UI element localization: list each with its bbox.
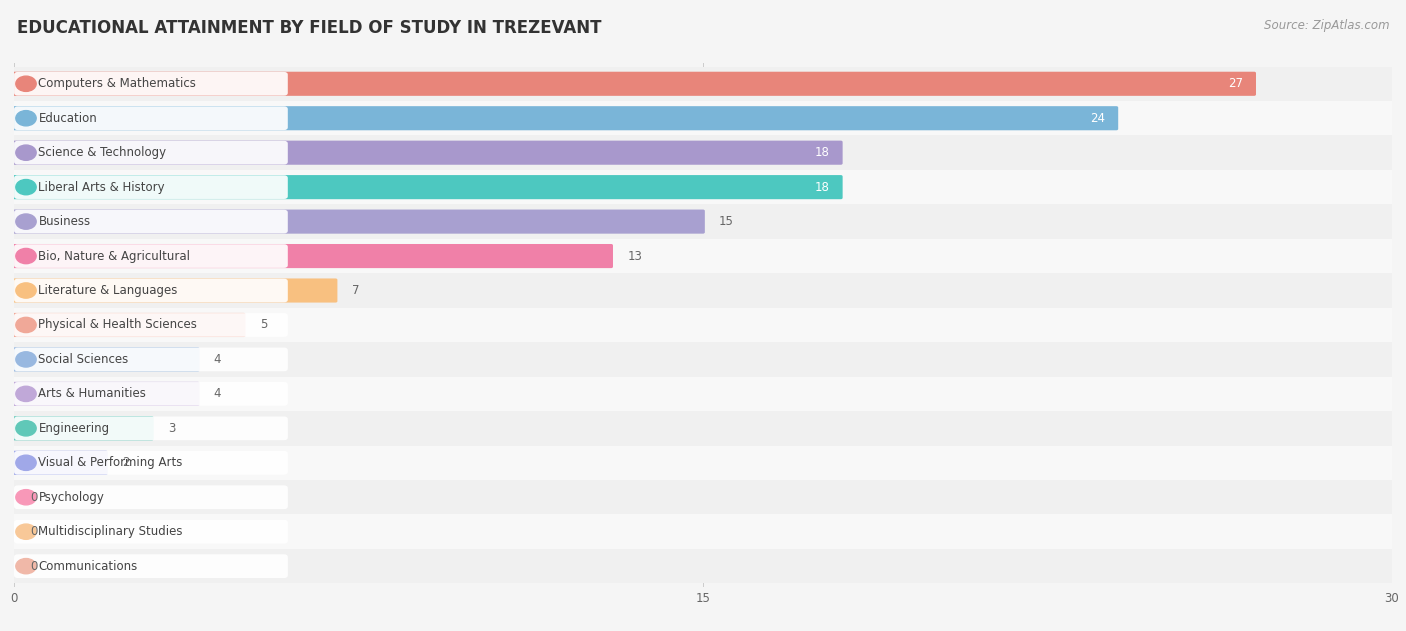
- Text: 0: 0: [30, 560, 38, 573]
- Text: Business: Business: [38, 215, 90, 228]
- FancyBboxPatch shape: [13, 72, 1256, 96]
- FancyBboxPatch shape: [13, 313, 246, 337]
- Text: 15: 15: [718, 215, 734, 228]
- FancyBboxPatch shape: [13, 451, 108, 475]
- Text: 24: 24: [1090, 112, 1105, 125]
- Text: 5: 5: [260, 319, 267, 331]
- Text: Computers & Mathematics: Computers & Mathematics: [38, 77, 197, 90]
- Circle shape: [15, 76, 37, 91]
- FancyBboxPatch shape: [13, 106, 1118, 130]
- Text: EDUCATIONAL ATTAINMENT BY FIELD OF STUDY IN TREZEVANT: EDUCATIONAL ATTAINMENT BY FIELD OF STUDY…: [17, 19, 602, 37]
- Text: Communications: Communications: [38, 560, 138, 573]
- FancyBboxPatch shape: [14, 101, 1392, 136]
- Circle shape: [15, 352, 37, 367]
- FancyBboxPatch shape: [13, 278, 337, 303]
- FancyBboxPatch shape: [14, 348, 288, 371]
- Text: 27: 27: [1227, 77, 1243, 90]
- FancyBboxPatch shape: [14, 451, 288, 475]
- Circle shape: [15, 421, 37, 436]
- Text: 18: 18: [814, 146, 830, 159]
- FancyBboxPatch shape: [14, 136, 1392, 170]
- Circle shape: [15, 179, 37, 195]
- Text: Engineering: Engineering: [38, 422, 110, 435]
- FancyBboxPatch shape: [14, 273, 1392, 308]
- FancyBboxPatch shape: [14, 107, 288, 130]
- Text: Social Sciences: Social Sciences: [38, 353, 129, 366]
- FancyBboxPatch shape: [14, 209, 288, 233]
- Circle shape: [15, 386, 37, 401]
- FancyBboxPatch shape: [14, 480, 1392, 514]
- Text: Psychology: Psychology: [38, 491, 104, 504]
- FancyBboxPatch shape: [13, 141, 842, 165]
- Circle shape: [15, 283, 37, 298]
- FancyBboxPatch shape: [14, 445, 1392, 480]
- FancyBboxPatch shape: [14, 377, 1392, 411]
- Text: Source: ZipAtlas.com: Source: ZipAtlas.com: [1264, 19, 1389, 32]
- Text: 0: 0: [30, 491, 38, 504]
- Text: 7: 7: [352, 284, 359, 297]
- Circle shape: [15, 214, 37, 229]
- FancyBboxPatch shape: [13, 244, 613, 268]
- FancyBboxPatch shape: [13, 347, 200, 372]
- Circle shape: [15, 524, 37, 540]
- Text: 18: 18: [814, 180, 830, 194]
- Text: Liberal Arts & History: Liberal Arts & History: [38, 180, 165, 194]
- Text: Bio, Nature & Agricultural: Bio, Nature & Agricultural: [38, 249, 190, 262]
- FancyBboxPatch shape: [14, 554, 288, 578]
- FancyBboxPatch shape: [14, 141, 288, 165]
- FancyBboxPatch shape: [13, 175, 842, 199]
- FancyBboxPatch shape: [14, 308, 1392, 342]
- Circle shape: [15, 145, 37, 160]
- FancyBboxPatch shape: [14, 279, 288, 302]
- Text: 0: 0: [30, 525, 38, 538]
- FancyBboxPatch shape: [14, 204, 1392, 239]
- Text: Multidisciplinary Studies: Multidisciplinary Studies: [38, 525, 183, 538]
- Circle shape: [15, 317, 37, 333]
- FancyBboxPatch shape: [13, 416, 153, 440]
- FancyBboxPatch shape: [14, 244, 288, 268]
- FancyBboxPatch shape: [14, 66, 1392, 101]
- Text: 2: 2: [122, 456, 129, 469]
- Text: Literature & Languages: Literature & Languages: [38, 284, 177, 297]
- FancyBboxPatch shape: [13, 209, 704, 233]
- Text: 13: 13: [627, 249, 643, 262]
- FancyBboxPatch shape: [14, 170, 1392, 204]
- FancyBboxPatch shape: [14, 382, 288, 406]
- FancyBboxPatch shape: [14, 416, 288, 440]
- Text: Science & Technology: Science & Technology: [38, 146, 166, 159]
- Circle shape: [15, 455, 37, 471]
- Text: Education: Education: [38, 112, 97, 125]
- FancyBboxPatch shape: [14, 411, 1392, 445]
- Circle shape: [15, 490, 37, 505]
- FancyBboxPatch shape: [14, 520, 288, 543]
- Text: Visual & Performing Arts: Visual & Performing Arts: [38, 456, 183, 469]
- FancyBboxPatch shape: [14, 239, 1392, 273]
- FancyBboxPatch shape: [14, 175, 288, 199]
- FancyBboxPatch shape: [14, 342, 1392, 377]
- FancyBboxPatch shape: [14, 549, 1392, 584]
- Text: 4: 4: [214, 387, 221, 401]
- Circle shape: [15, 558, 37, 574]
- Circle shape: [15, 249, 37, 264]
- Text: 4: 4: [214, 353, 221, 366]
- Text: Arts & Humanities: Arts & Humanities: [38, 387, 146, 401]
- FancyBboxPatch shape: [14, 313, 288, 337]
- FancyBboxPatch shape: [14, 514, 1392, 549]
- Circle shape: [15, 110, 37, 126]
- FancyBboxPatch shape: [13, 382, 200, 406]
- Text: Physical & Health Sciences: Physical & Health Sciences: [38, 319, 197, 331]
- Text: 3: 3: [167, 422, 176, 435]
- FancyBboxPatch shape: [14, 485, 288, 509]
- FancyBboxPatch shape: [14, 72, 288, 96]
